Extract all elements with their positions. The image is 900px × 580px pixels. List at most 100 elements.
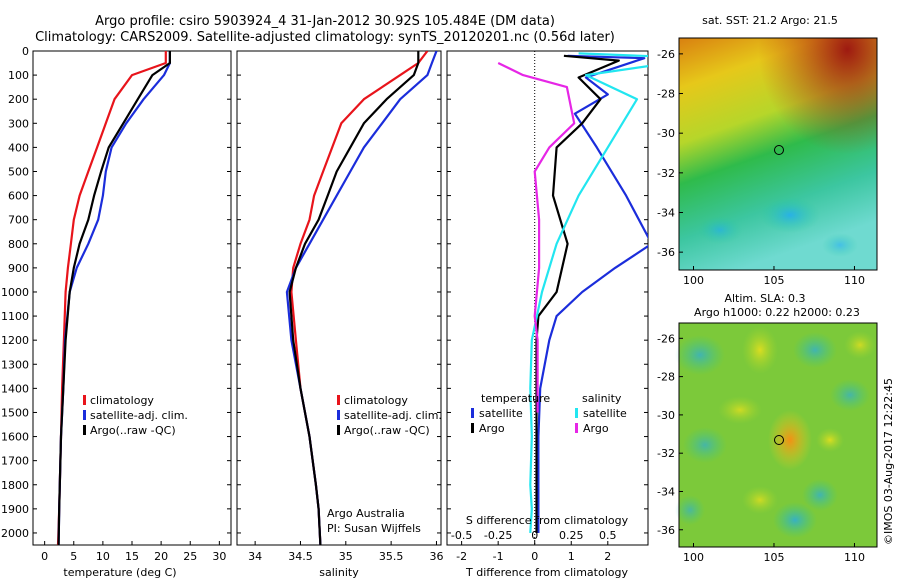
sla-high — [718, 396, 762, 424]
legend-swatch-argo — [337, 425, 340, 435]
depth-tick-label: 0 — [22, 45, 29, 58]
legend-temperature-head: temperature — [481, 392, 550, 405]
legend-swatch-climatology — [337, 395, 340, 405]
x-tick-label: 1 — [568, 550, 575, 563]
sla-map-frame — [678, 322, 878, 548]
depth-tick-label: 1600 — [1, 431, 29, 444]
depth-tick-label: 200 — [8, 93, 29, 106]
x-tick-label: 36 — [429, 550, 443, 563]
legend-swatch-argo — [83, 425, 86, 435]
lat-tick-label: -26 — [657, 332, 675, 345]
depth-tick-label: 1800 — [1, 479, 29, 492]
salinity-xlabel: salinity — [319, 566, 359, 579]
series-line-argo-raw-qc- — [57, 51, 171, 545]
sst-cool-patch — [698, 216, 742, 244]
depth-tick-label: 1300 — [1, 358, 29, 371]
depth-tick-label: 1000 — [1, 286, 29, 299]
lat-tick-label: -30 — [657, 127, 675, 140]
salinity-legend: climatology satellite-adj. clim. Argo(..… — [327, 394, 442, 535]
legend-satellite-adj: satellite-adj. clim. — [344, 409, 442, 422]
sst-cool-patch — [760, 197, 820, 233]
sla-map-axes: -26 -28 -30 -32 -34 -36 100 105 110 — [657, 332, 865, 564]
x-tick-label: 35 — [339, 550, 353, 563]
lon-tick-label: 110 — [844, 551, 865, 564]
credit-argo-australia: Argo Australia — [327, 507, 405, 520]
argo-float-marker — [774, 435, 784, 445]
sst-map-axes: -26 -28 -30 -32 -34 -36 100 105 110 — [657, 48, 865, 287]
series-line-argo-raw-qc- — [288, 51, 420, 545]
lat-tick-label: -28 — [657, 371, 675, 384]
difference-series — [497, 52, 648, 534]
series-line-temperature-satellite — [537, 54, 648, 533]
depth-tick-label: 1100 — [1, 310, 29, 323]
depth-tick-label: 600 — [8, 190, 29, 203]
temperature-series — [56, 51, 171, 545]
lon-tick-label: 110 — [844, 274, 865, 287]
legend-s-argo: Argo — [583, 422, 609, 435]
sla-high — [844, 331, 876, 359]
sla-low — [830, 379, 870, 411]
depth-tick-label: 1400 — [1, 382, 29, 395]
lat-tick-label: -32 — [657, 447, 675, 460]
salinity-x-axis: 34 34.5 35 35.5 36 — [248, 541, 443, 563]
legend-climatology: climatology — [344, 394, 408, 407]
temperature-xlabel: temperature (deg C) — [63, 566, 176, 579]
argo-float-marker — [774, 145, 784, 155]
x-tick-label: -1 — [493, 550, 504, 563]
series-line-salinity-satellite — [529, 52, 648, 534]
depth-tick-label: 2000 — [1, 527, 29, 540]
depth-tick-label: 1900 — [1, 503, 29, 516]
sla-low — [793, 332, 837, 368]
difference-legend: temperature salinity satellite Argo sate… — [471, 392, 627, 435]
sla-map-title: Altim. SLA: 0.3 — [724, 292, 805, 305]
lon-tick-label: 100 — [683, 274, 704, 287]
depth-tick-label: 800 — [8, 238, 29, 251]
x-tick-label: 10 — [96, 550, 110, 563]
legend-swatch-climatology — [83, 395, 86, 405]
s-diff-tick-label: 0 — [531, 529, 538, 542]
salinity-series — [285, 51, 438, 545]
x-tick-label: 34.5 — [288, 550, 313, 563]
lon-tick-label: 105 — [763, 274, 784, 287]
series-line-climatology — [290, 51, 429, 545]
depth-tick-label: 1700 — [1, 455, 29, 468]
x-tick-label: 20 — [154, 550, 168, 563]
legend-swatch-t-argo — [471, 423, 474, 433]
x-tick-label: 34 — [248, 550, 262, 563]
depth-tick-label: 300 — [8, 117, 29, 130]
depth-axis: 0 100 200 300 400 500 600 700 800 900 1000 1100 1200… — [1, 45, 648, 540]
sst-map-title: sat. SST: 21.2 Argo: 21.5 — [702, 14, 838, 27]
legend-swatch-satellite — [83, 410, 86, 420]
x-tick-label: -2 — [456, 550, 467, 563]
s-difference-x-axis: -0.5 -0.25 0 0.25 0.5 — [451, 529, 617, 542]
sla-high — [742, 326, 778, 374]
lat-tick-label: -32 — [657, 167, 675, 180]
lat-tick-label: -30 — [657, 409, 675, 422]
temperature-x-axis: 0 5 10 15 20 25 30 — [41, 541, 226, 563]
lat-tick-label: -34 — [657, 206, 675, 219]
x-tick-label: 0 — [41, 550, 48, 563]
lat-tick-label: -36 — [657, 246, 675, 259]
s-diff-tick-label: -0.25 — [484, 529, 512, 542]
lon-tick-label: 100 — [683, 551, 704, 564]
sla-map — [675, 322, 878, 548]
s-diff-tick-label: -0.5 — [451, 529, 472, 542]
sla-low — [675, 335, 725, 375]
depth-tick-label: 100 — [8, 69, 29, 82]
x-tick-label: 35.5 — [379, 550, 404, 563]
t-difference-x-axis: -2 -1 0 1 2 — [456, 541, 611, 563]
sla-high — [768, 410, 812, 470]
series-line-temperature-argo — [535, 54, 620, 533]
depth-tick-label: 700 — [8, 214, 29, 227]
temperature-legend: climatology satellite-adj. clim. Argo(..… — [83, 394, 188, 437]
legend-swatch-s-argo — [575, 423, 578, 433]
x-tick-label: 5 — [70, 550, 77, 563]
legend-s-satellite: satellite — [583, 407, 627, 420]
header-line2: Climatology: CARS2009. Satellite-adjuste… — [35, 30, 615, 45]
sla-low — [802, 479, 838, 511]
lat-tick-label: -28 — [657, 88, 675, 101]
depth-tick-label: 1500 — [1, 406, 29, 419]
copyright-stamp: ©IMOS 03-Aug-2017 12:22:45 — [882, 378, 895, 545]
lat-tick-label: -34 — [657, 485, 675, 498]
legend-satellite-adj: satellite-adj. clim. — [90, 409, 188, 422]
